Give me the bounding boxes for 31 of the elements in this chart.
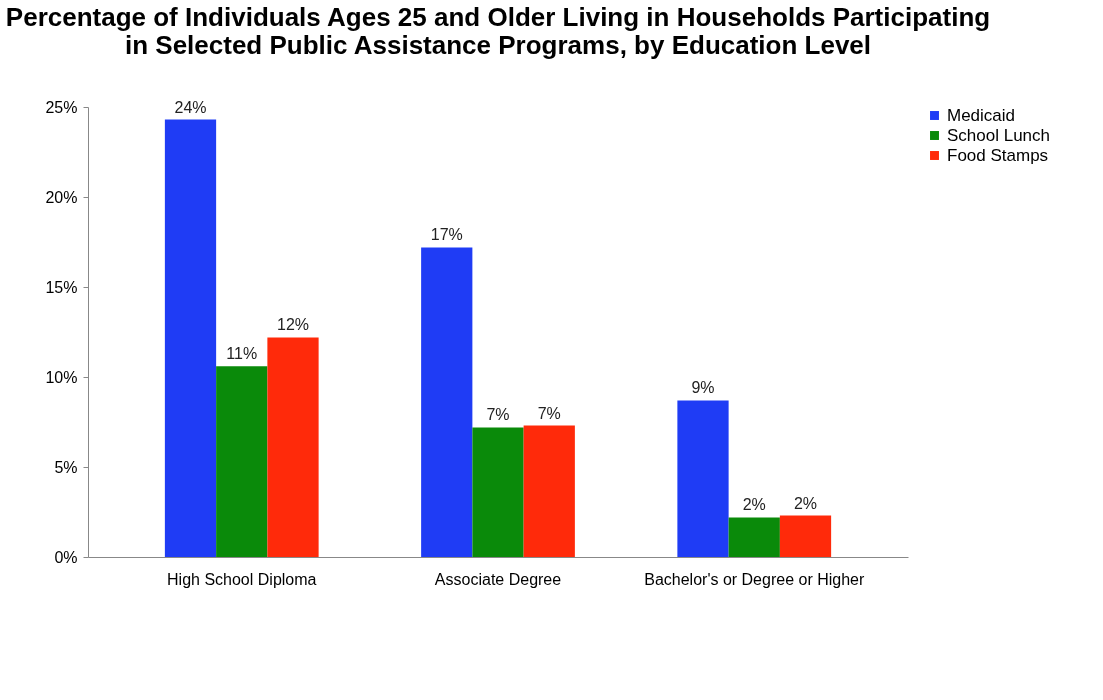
y-tick-label: 25% bbox=[45, 98, 78, 116]
data-label: 17% bbox=[430, 226, 463, 244]
bar bbox=[779, 515, 832, 557]
chart-title: Percentage of Individuals Ages 25 and Older Living in Households Participating in Selected Public Assistance Programs, by Education Level bbox=[5, 2, 991, 60]
legend-label: School Lunch bbox=[947, 125, 1051, 145]
y-tick-label: 0% bbox=[54, 548, 78, 566]
x-tick-label: Bachelor's or Degree or Higher bbox=[644, 570, 865, 588]
data-label: 7% bbox=[537, 404, 561, 422]
legend-label: Medicaid bbox=[947, 105, 1016, 125]
data-label: 12% bbox=[276, 316, 310, 334]
bar bbox=[523, 425, 575, 557]
data-label: 2% bbox=[793, 494, 818, 512]
data-label: 7% bbox=[486, 406, 510, 424]
y-tick-label: 20% bbox=[45, 188, 78, 206]
y-tick-label: 15% bbox=[45, 278, 78, 296]
data-label: 2% bbox=[742, 496, 766, 514]
y-tick-label: 10% bbox=[45, 368, 78, 386]
bar bbox=[164, 119, 217, 557]
bar bbox=[421, 247, 473, 557]
data-label: 11% bbox=[226, 345, 258, 363]
legend-label: Food Stamps bbox=[947, 145, 1049, 165]
x-tick-label: High School Diploma bbox=[167, 570, 317, 588]
bar bbox=[677, 400, 729, 557]
data-label: 24% bbox=[174, 98, 207, 116]
bar bbox=[728, 517, 780, 557]
data-label: 9% bbox=[691, 379, 715, 397]
bar bbox=[216, 366, 268, 557]
y-tick-label: 5% bbox=[54, 458, 78, 476]
bar bbox=[267, 337, 319, 557]
bar bbox=[472, 427, 524, 557]
x-tick-label: Associate Degree bbox=[434, 570, 562, 588]
